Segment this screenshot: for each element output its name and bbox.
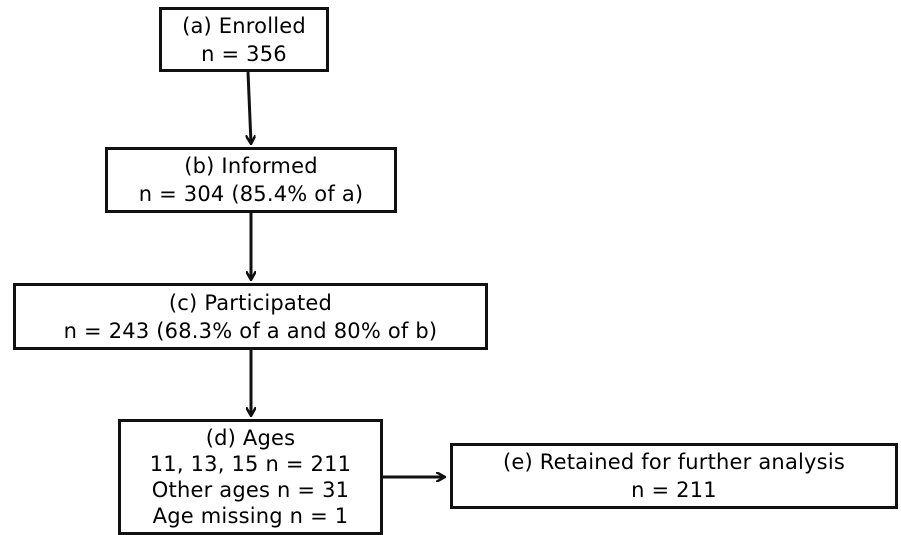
node-retained: (e) Retained for further analysis n = 21… — [450, 443, 898, 509]
node-informed-count: n = 304 (85.4% of a) — [138, 182, 364, 206]
node-ages-other: Other ages n = 31 — [151, 478, 350, 502]
node-informed-title: (b) Informed — [184, 154, 318, 178]
node-ages-missing: Age missing n = 1 — [152, 504, 349, 528]
node-ages-target: 11, 13, 15 n = 211 — [149, 452, 352, 476]
node-ages: (d) Ages 11, 13, 15 n = 211 Other ages n… — [118, 419, 383, 535]
node-retained-title: (e) Retained for further analysis — [502, 450, 845, 474]
arrow-a-to-b — [248, 71, 251, 143]
node-enrolled: (a) Enrolled n = 356 — [159, 7, 329, 72]
node-participated-count: n = 243 (68.3% of a and 80% of b) — [63, 318, 438, 343]
node-participated-title: (c) Participated — [168, 290, 333, 315]
node-informed: (b) Informed n = 304 (85.4% of a) — [105, 147, 397, 213]
node-participated: (c) Participated n = 243 (68.3% of a and… — [13, 283, 488, 350]
node-retained-count: n = 211 — [631, 478, 717, 502]
node-ages-title: (d) Ages — [205, 426, 296, 450]
node-enrolled-title: (a) Enrolled — [182, 13, 306, 38]
node-enrolled-count: n = 356 — [201, 41, 287, 66]
